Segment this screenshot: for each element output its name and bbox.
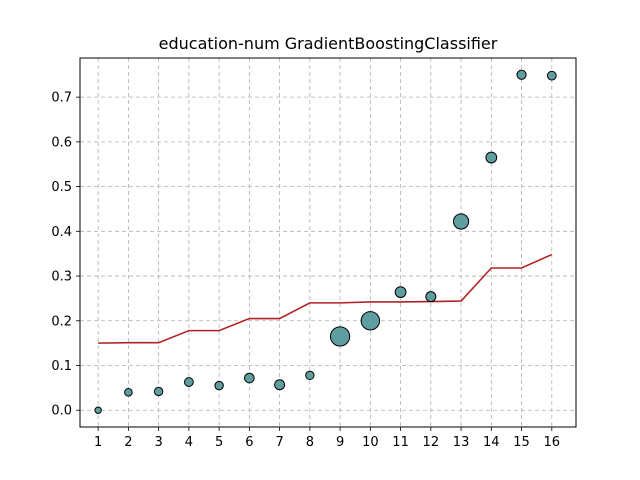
data-point [183,377,194,387]
data-point [360,311,381,331]
x-tick-label: 1 [94,435,102,450]
data-point [214,380,224,391]
y-tick-label: 0.5 [51,180,72,195]
data-point [305,370,315,381]
y-tick-label: 0.1 [51,359,72,374]
x-tick-label: 13 [453,435,470,450]
x-tick-label: 8 [306,435,314,450]
y-tick-label: 0.3 [51,270,72,285]
data-point [274,379,286,391]
x-tick-label: 14 [483,435,500,450]
data-point [244,372,255,384]
y-tick-label: 0.7 [51,91,72,106]
grid-lines [80,58,576,427]
x-tick-label: 9 [336,435,344,450]
x-tick-label: 4 [185,435,193,450]
data-point [153,386,164,397]
data-point [124,388,133,397]
x-tick-label: 16 [544,435,561,450]
y-tick-label: 0.4 [51,225,72,240]
x-tick-label: 3 [154,435,162,450]
plot-frame [79,57,577,428]
x-tick-label: 5 [215,435,223,450]
data-point [516,69,527,80]
data-point [94,406,102,414]
x-tick-label: 11 [392,435,409,450]
y-tick-label: 0.2 [51,314,72,329]
data-point [546,70,557,81]
line-series [98,253,553,344]
x-tick-label: 10 [362,435,379,450]
y-tick-label: 0.6 [51,135,72,150]
y-axis: 0.0 0.1 0.2 0.3 0.4 0.5 0.6 0.7 [51,91,80,419]
y-tick-label: 0.0 [51,404,72,419]
scatter-series [94,69,557,414]
x-axis: 1 2 3 4 5 6 7 8 9 10 11 12 13 14 15 16 [94,427,560,450]
data-point [425,291,437,303]
reference-line [98,253,553,344]
x-tick-label: 6 [245,435,253,450]
x-tick-label: 2 [124,435,132,450]
data-point [394,286,407,299]
data-point [485,151,498,164]
data-point [452,213,470,230]
chart-title: education-num GradientBoostingClassifier [159,34,498,53]
x-tick-label: 15 [513,435,530,450]
data-point [329,326,351,347]
x-tick-label: 7 [275,435,283,450]
x-tick-label: 12 [423,435,440,450]
